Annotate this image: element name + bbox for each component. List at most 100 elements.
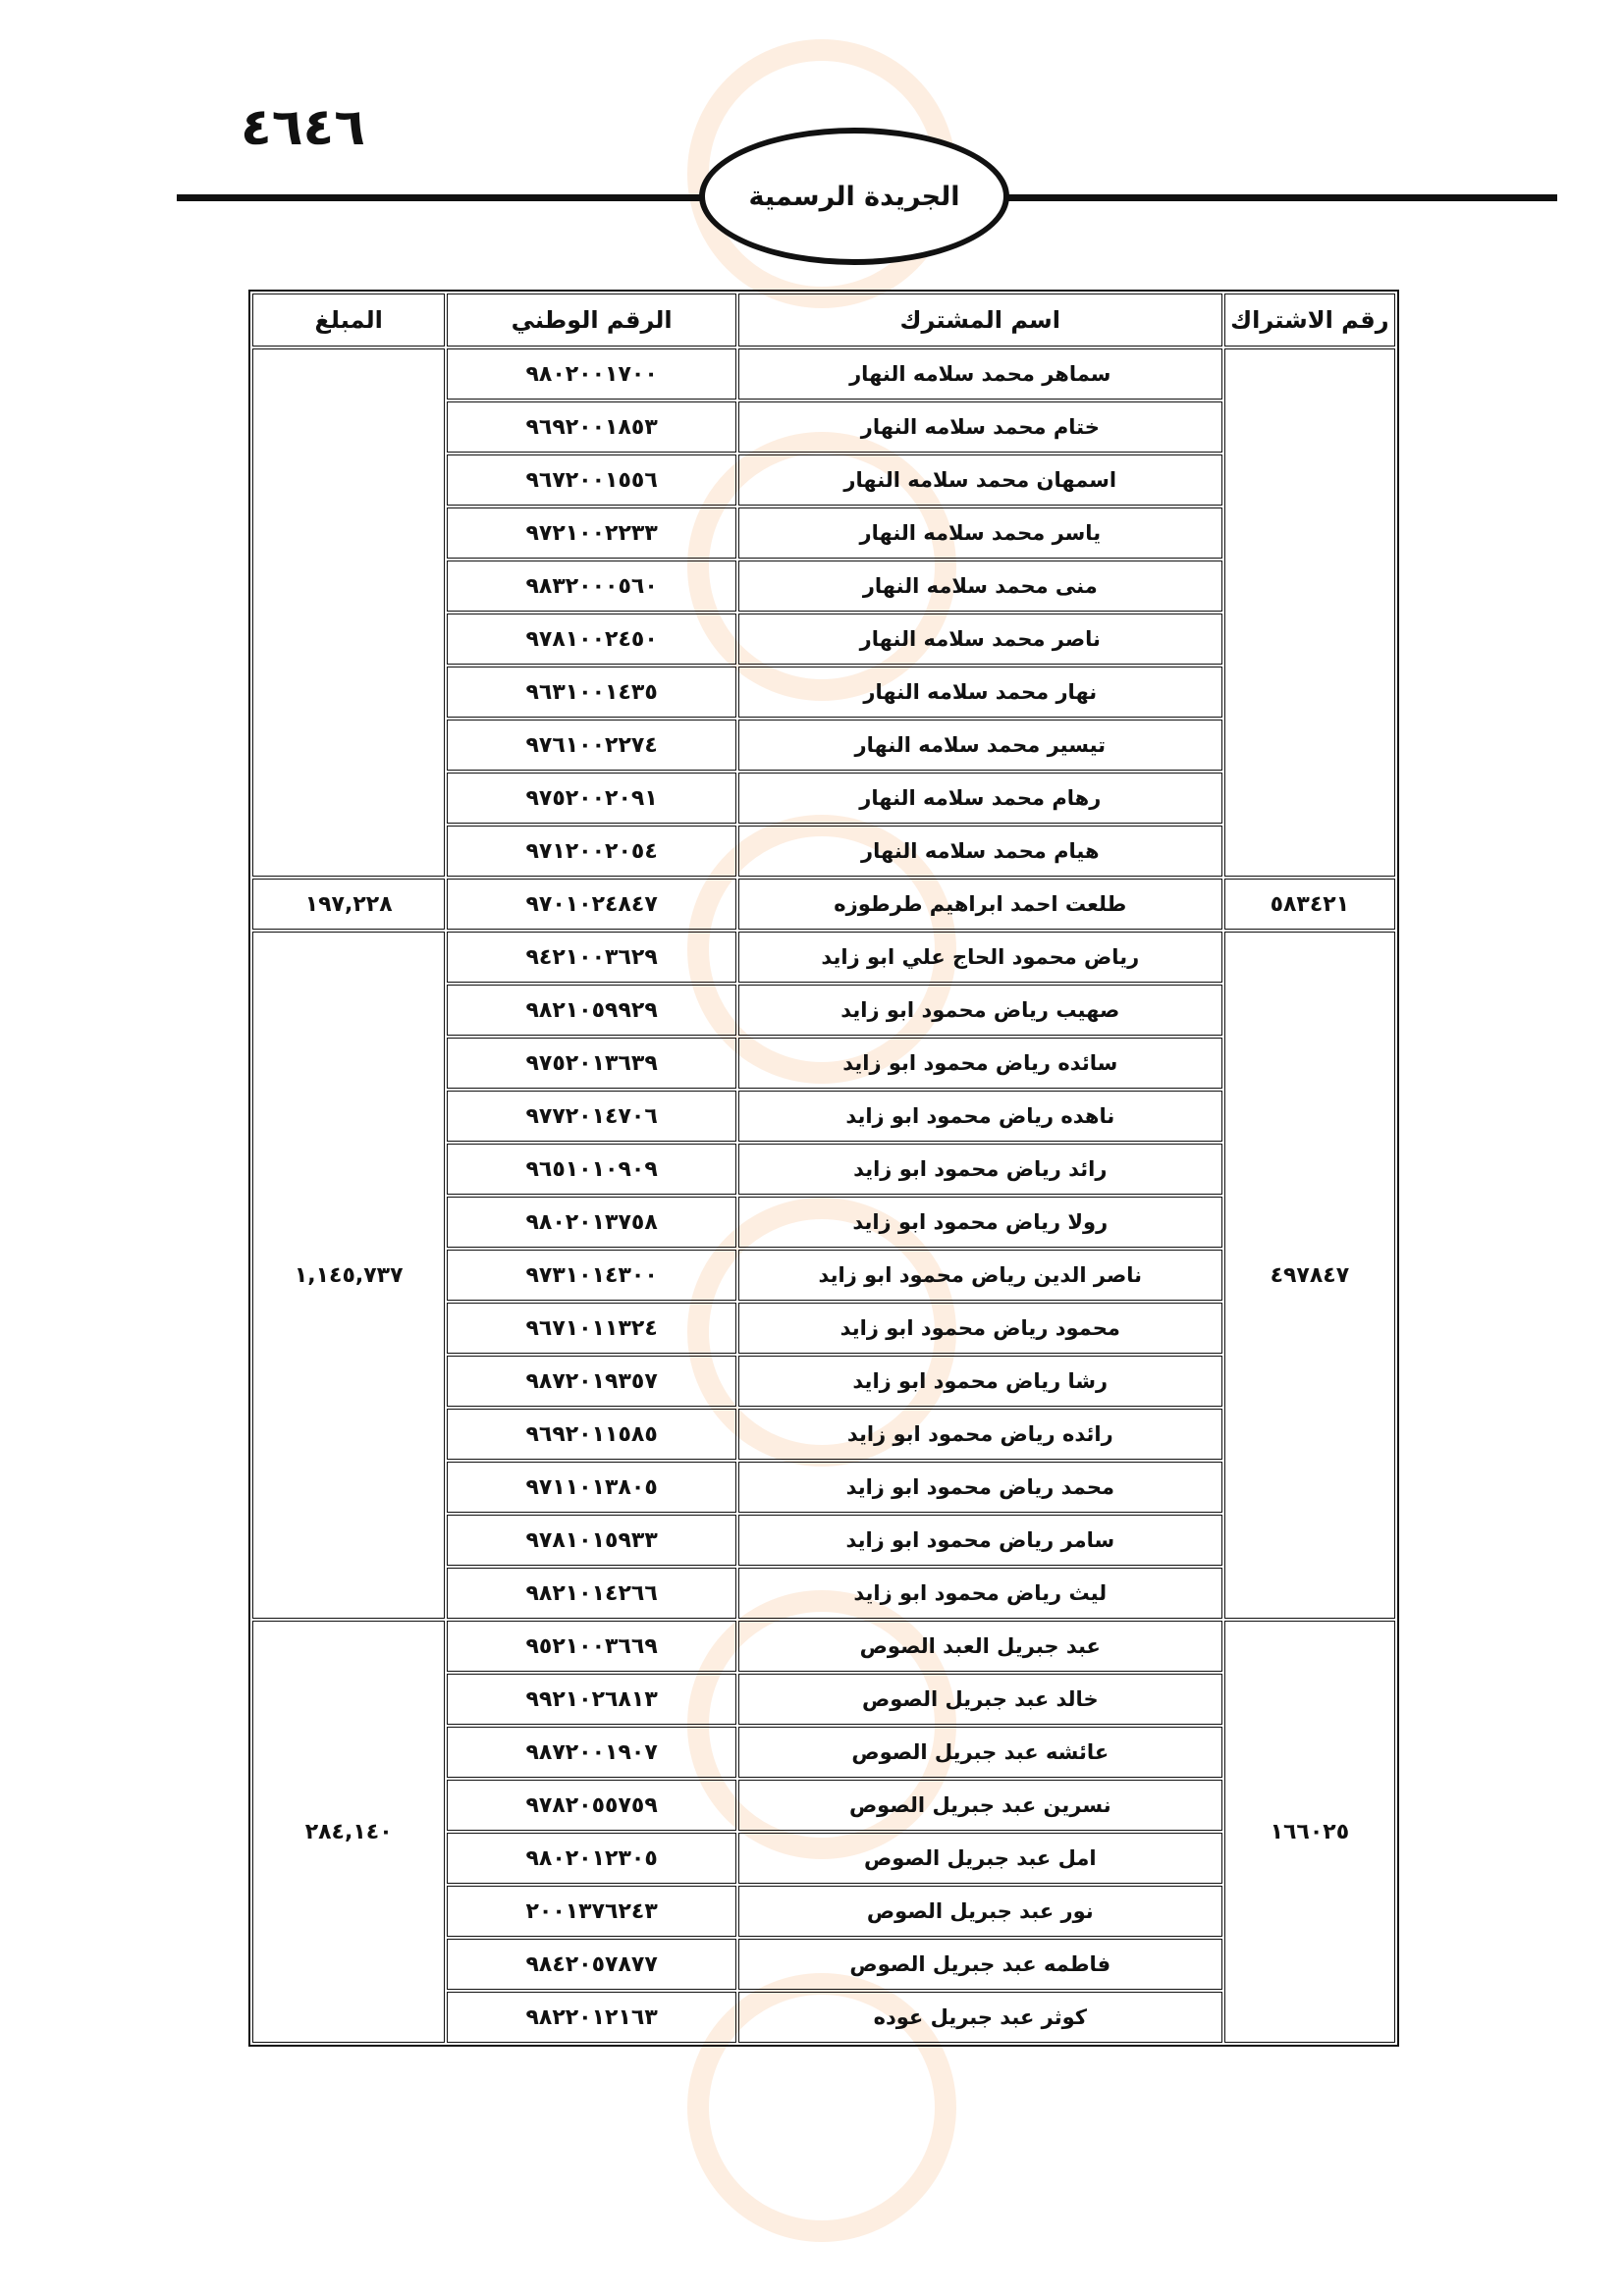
national-id-cell: ٩٧٨١٠٠٢٤٥٠	[447, 614, 736, 665]
subscriber-name-cell: ناصر الدين رياض محمود ابو زايد	[737, 1250, 1222, 1301]
col-subscriber-name: اسم المشترك	[737, 294, 1222, 347]
national-id-cell: ٩٦٩٢٠١١٥٨٥	[447, 1409, 736, 1460]
national-id-cell: ٩٧٨٢٠٥٥٧٥٩	[447, 1780, 736, 1831]
table-row: محمد رياض محمود ابو زايد ٩٧١١٠١٣٨٠٥	[252, 1462, 1395, 1513]
table-row: رشا رياض محمود ابو زايد ٩٨٧٢٠١٩٣٥٧	[252, 1356, 1395, 1407]
table-row: سائده رياض محمود ابو زايد ٩٧٥٢٠١٣٦٣٩	[252, 1038, 1395, 1089]
subscriber-name-cell: محمد رياض محمود ابو زايد	[737, 1462, 1222, 1513]
subscription-no-cell: ٤٩٧٨٤٧	[1223, 932, 1395, 1619]
subscriber-name-cell: رولا رياض محمود ابو زايد	[737, 1197, 1222, 1248]
gazette-title-oval: الجريدة الرسمية	[699, 128, 1009, 265]
subscriber-name-cell: ختام محمد سلامه النهار	[737, 401, 1222, 453]
subscription-no-cell	[1223, 348, 1395, 877]
table-row: امل عبد جبريل الصوص ٩٨٠٢٠١٢٣٠٥	[252, 1833, 1395, 1884]
national-id-cell: ٩٨٠٢٠١٢٣٠٥	[447, 1833, 736, 1884]
table-row: رولا رياض محمود ابو زايد ٩٨٠٢٠١٣٧٥٨	[252, 1197, 1395, 1248]
national-id-cell: ٩٨٢٢٠١٢١٦٣	[447, 1992, 736, 2043]
subscription-no-cell: ١٦٦٠٢٥	[1223, 1621, 1395, 2043]
table-row: محمود رياض محمود ابو زايد ٩٦٧١٠١١٣٢٤	[252, 1303, 1395, 1354]
table-row: ليث رياض محمود ابو زايد ٩٨٢١٠١٤٢٦٦	[252, 1568, 1395, 1619]
subscriber-name-cell: رائد رياض محمود ابو زايد	[737, 1144, 1222, 1195]
subscriber-name-cell: عائشه عبد جبريل الصوص	[737, 1727, 1222, 1778]
national-id-cell: ٩٨٧٢٠١٩٣٥٧	[447, 1356, 736, 1407]
table-row: ناهده رياض محمود ابو زايد ٩٧٧٢٠١٤٧٠٦	[252, 1091, 1395, 1142]
national-id-cell: ٩٧٥٢٠٠٢٠٩١	[447, 773, 736, 824]
national-id-cell: ٩٧٠١٠٢٤٨٤٧	[447, 879, 736, 930]
national-id-cell: ٩٨٢١٠٥٩٩٢٩	[447, 985, 736, 1036]
subscriber-name-cell: امل عبد جبريل الصوص	[737, 1833, 1222, 1884]
national-id-cell: ٩٧٢١٠٠٢٢٣٣	[447, 507, 736, 559]
national-id-cell: ٩٩٢١٠٢٦٨١٣	[447, 1674, 736, 1725]
subscriber-name-cell: ناصر محمد سلامه النهار	[737, 614, 1222, 665]
table-row: رهام محمد سلامه النهار ٩٧٥٢٠٠٢٠٩١	[252, 773, 1395, 824]
subscriber-name-cell: نهار محمد سلامه النهار	[737, 667, 1222, 718]
national-id-cell: ٩٦٣١٠٠١٤٣٥	[447, 667, 736, 718]
table-row: سامر رياض محمود ابو زايد ٩٧٨١٠١٥٩٣٣	[252, 1515, 1395, 1566]
subscriber-name-cell: منى محمد سلامه النهار	[737, 561, 1222, 612]
table-row: نور عبد جبريل الصوص ٢٠٠١٣٧٦٢٤٣	[252, 1886, 1395, 1937]
national-id-cell: ٩٨٠٢٠١٣٧٥٨	[447, 1197, 736, 1248]
national-id-cell: ٩٦٧٢٠٠١٥٥٦	[447, 454, 736, 506]
col-subscription-no: رقم الاشتراك	[1223, 294, 1395, 347]
national-id-cell: ٩٤٢١٠٠٣٦٢٩	[447, 932, 736, 983]
subscriber-name-cell: رهام محمد سلامه النهار	[737, 773, 1222, 824]
national-id-cell: ٩٧٥٢٠١٣٦٣٩	[447, 1038, 736, 1089]
table-row: عائشه عبد جبريل الصوص ٩٨٧٢٠٠١٩٠٧	[252, 1727, 1395, 1778]
table-row: ناصر محمد سلامه النهار ٩٧٨١٠٠٢٤٥٠	[252, 614, 1395, 665]
subscriber-name-cell: طلعت احمد ابراهيم طرطوزه	[737, 879, 1222, 930]
subscriber-name-cell: محمود رياض محمود ابو زايد	[737, 1303, 1222, 1354]
table-row: منى محمد سلامه النهار ٩٨٣٢٠٠٠٥٦٠	[252, 561, 1395, 612]
table-row: ناصر الدين رياض محمود ابو زايد ٩٧٣١٠١٤٣٠٠	[252, 1250, 1395, 1301]
national-id-cell: ٩٦٧١٠١١٣٢٤	[447, 1303, 736, 1354]
subscriber-name-cell: كوثر عبد جبريل عوده	[737, 1992, 1222, 2043]
table-row: اسمهان محمد سلامه النهار ٩٦٧٢٠٠١٥٥٦	[252, 454, 1395, 506]
subscriber-name-cell: فاطمه عبد جبريل الصوص	[737, 1939, 1222, 1990]
col-national-id: الرقم الوطني	[447, 294, 736, 347]
table-row: خالد عبد جبريل الصوص ٩٩٢١٠٢٦٨١٣	[252, 1674, 1395, 1725]
subscriber-name-cell: هيام محمد سلامه النهار	[737, 826, 1222, 877]
national-id-cell: ٩٧٧٢٠١٤٧٠٦	[447, 1091, 736, 1142]
subscriber-name-cell: تيسير محمد سلامه النهار	[737, 720, 1222, 771]
table-row: ٤٩٧٨٤٧ رياض محمود الحاج علي ابو زايد ٩٤٢١٠…	[252, 932, 1395, 1619]
table-row: ٥٨٣٤٢١ طلعت احمد ابراهيم طرطوزه ٩٧٠١٠٢٤٨٤٧…	[252, 879, 1395, 930]
subscriber-name-cell: سماهر محمد سلامه النهار	[737, 348, 1222, 400]
subscriber-name-cell: اسمهان محمد سلامه النهار	[737, 454, 1222, 506]
subscriber-name-cell: ليث رياض محمود ابو زايد	[737, 1568, 1222, 1619]
subscriber-name-cell: خالد عبد جبريل الصوص	[737, 1674, 1222, 1725]
national-id-cell: ٩٦٩٢٠٠١٨٥٣	[447, 401, 736, 453]
subscriber-name-cell: ناهده رياض محمود ابو زايد	[737, 1091, 1222, 1142]
subscriber-name-cell: نور عبد جبريل الصوص	[737, 1886, 1222, 1937]
national-id-cell: ٩٦٥١٠١٠٩٠٩	[447, 1144, 736, 1195]
national-id-cell: ٩٧٣١٠١٤٣٠٠	[447, 1250, 736, 1301]
subscriber-name-cell: نسرين عبد جبريل الصوص	[737, 1780, 1222, 1831]
subscription-no-cell: ٥٨٣٤٢١	[1223, 879, 1395, 930]
national-id-cell: ٩٧٨١٠١٥٩٣٣	[447, 1515, 736, 1566]
national-id-cell: ٩٨٠٢٠٠١٧٠٠	[447, 348, 736, 400]
national-id-cell: ٩٨٤٢٠٥٧٨٧٧	[447, 1939, 736, 1990]
amount-cell	[252, 348, 446, 877]
table-row: سماهر محمد سلامه النهار ٩٨٠٢٠٠١٧٠٠	[252, 348, 1395, 877]
table-row: ١٦٦٠٢٥ عبد جبريل العبد الصوص ٩٥٢١٠٠٣٦٦٩ ٢٨٤…	[252, 1621, 1395, 2043]
table-row: هيام محمد سلامه النهار ٩٧١٢٠٠٢٠٥٤	[252, 826, 1395, 877]
page-number: ٤٦٤٦	[241, 98, 365, 157]
national-id-cell: ٢٠٠١٣٧٦٢٤٣	[447, 1886, 736, 1937]
amount-cell: ١٩٧,٢٢٨	[252, 879, 446, 930]
subscriber-name-cell: رشا رياض محمود ابو زايد	[737, 1356, 1222, 1407]
table-row: ياسر محمد سلامه النهار ٩٧٢١٠٠٢٢٣٣	[252, 507, 1395, 559]
national-id-cell: ٩٨٧٢٠٠١٩٠٧	[447, 1727, 736, 1778]
national-id-cell: ٩٨٣٢٠٠٠٥٦٠	[447, 561, 736, 612]
subscriber-name-cell: صهيب رياض محمود ابو زايد	[737, 985, 1222, 1036]
national-id-cell: ٩٧١١٠١٣٨٠٥	[447, 1462, 736, 1513]
table-row: نسرين عبد جبريل الصوص ٩٧٨٢٠٥٥٧٥٩	[252, 1780, 1395, 1831]
subscribers-table: رقم الاشتراك اسم المشترك الرقم الوطني ال…	[248, 290, 1399, 2047]
subscriber-name-cell: سائده رياض محمود ابو زايد	[737, 1038, 1222, 1089]
amount-cell: ١,١٤٥,٧٣٧	[252, 932, 446, 1619]
table-row: رائد رياض محمود ابو زايد ٩٦٥١٠١٠٩٠٩	[252, 1144, 1395, 1195]
subscriber-name-cell: سامر رياض محمود ابو زايد	[737, 1515, 1222, 1566]
table-row: رائده رياض محمود ابو زايد ٩٦٩٢٠١١٥٨٥	[252, 1409, 1395, 1460]
table-row: صهيب رياض محمود ابو زايد ٩٨٢١٠٥٩٩٢٩	[252, 985, 1395, 1036]
subscriber-name-cell: ياسر محمد سلامه النهار	[737, 507, 1222, 559]
subscriber-name-cell: عبد جبريل العبد الصوص	[737, 1621, 1222, 1672]
national-id-cell: ٩٧١٢٠٠٢٠٥٤	[447, 826, 736, 877]
national-id-cell: ٩٧٦١٠٠٢٢٧٤	[447, 720, 736, 771]
